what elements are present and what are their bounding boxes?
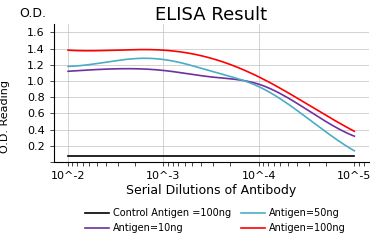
Antigen=50ng <box>66 65 70 68</box>
Text: O.D.: O.D. <box>19 7 46 20</box>
Antigen=100ng <box>100 49 105 52</box>
Antigen=50ng <box>100 61 105 64</box>
Antigen=100ng <box>352 130 357 133</box>
Control Antigen =100ng <box>179 154 184 157</box>
Antigen=100ng <box>66 49 70 52</box>
Antigen=10ng <box>275 90 279 93</box>
Control Antigen =100ng <box>246 154 250 157</box>
Legend: Control Antigen =100ng, Antigen=10ng, Antigen=50ng, Antigen=100ng: Control Antigen =100ng, Antigen=10ng, An… <box>81 204 349 237</box>
Antigen=10ng <box>66 70 70 73</box>
Antigen=10ng <box>180 71 184 74</box>
Antigen=50ng <box>160 58 164 61</box>
Line: Antigen=50ng: Antigen=50ng <box>68 58 354 151</box>
Title: ELISA Result: ELISA Result <box>155 6 267 24</box>
Antigen=10ng <box>352 135 357 138</box>
Antigen=50ng <box>142 57 147 60</box>
Control Antigen =100ng <box>352 154 357 157</box>
X-axis label: Serial Dilutions of Antibody: Serial Dilutions of Antibody <box>126 184 296 197</box>
Antigen=100ng <box>180 51 184 53</box>
Antigen=100ng <box>273 84 278 87</box>
Antigen=10ng <box>160 69 164 72</box>
Text: O.D. Reading: O.D. Reading <box>0 80 10 153</box>
Control Antigen =100ng <box>159 154 164 157</box>
Control Antigen =100ng <box>66 154 70 157</box>
Antigen=50ng <box>352 149 357 152</box>
Line: Antigen=100ng: Antigen=100ng <box>68 50 354 131</box>
Antigen=10ng <box>273 90 278 92</box>
Antigen=50ng <box>275 95 279 98</box>
Antigen=10ng <box>247 80 251 83</box>
Line: Antigen=10ng: Antigen=10ng <box>68 69 354 136</box>
Antigen=10ng <box>125 67 130 70</box>
Antigen=10ng <box>100 68 105 71</box>
Antigen=50ng <box>273 94 278 97</box>
Control Antigen =100ng <box>274 154 278 157</box>
Antigen=100ng <box>247 71 251 74</box>
Control Antigen =100ng <box>100 154 105 157</box>
Control Antigen =100ng <box>272 154 277 157</box>
Antigen=100ng <box>141 48 146 51</box>
Antigen=100ng <box>160 49 164 52</box>
Antigen=100ng <box>275 85 279 88</box>
Antigen=50ng <box>247 81 251 84</box>
Antigen=50ng <box>180 62 184 65</box>
